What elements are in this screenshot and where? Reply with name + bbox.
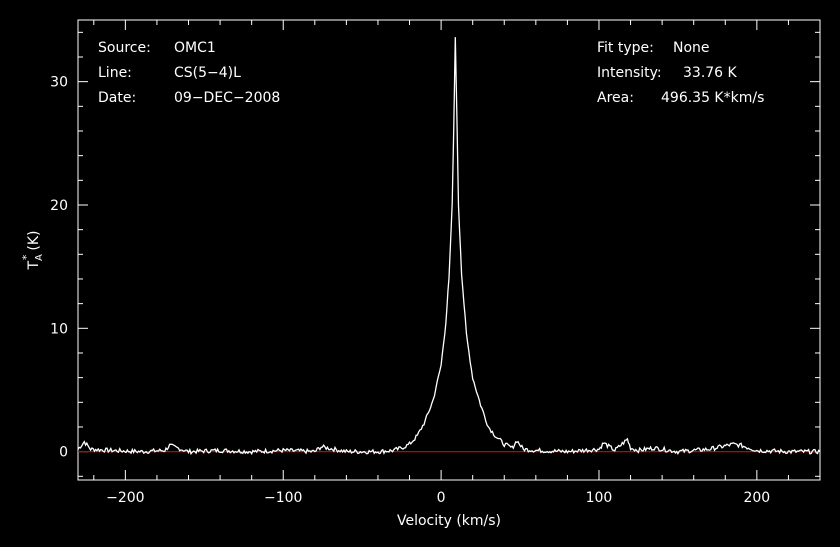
y-tick-label: 30 xyxy=(50,75,68,91)
info-panel-right: Fit type: None Intensity: 33.76 K Area: 496… xyxy=(597,36,764,111)
spectrum-line xyxy=(77,37,821,456)
date-label: Date: xyxy=(98,90,137,106)
y-axis-label-sup: * xyxy=(20,254,33,260)
plot-frame xyxy=(77,19,821,481)
intensity-value: 33.76 K xyxy=(683,65,737,81)
y-tick-label: 10 xyxy=(50,321,68,337)
line-value: CS(5−4)L xyxy=(174,65,241,81)
x-tick-label: 100 xyxy=(586,490,613,506)
source-value: OMC1 xyxy=(174,40,216,56)
intensity-row: Intensity: 33.76 K xyxy=(597,61,764,86)
y-axis-label-sub: A xyxy=(34,254,45,261)
area-label: Area: xyxy=(597,90,634,106)
x-tick-label: −100 xyxy=(264,490,302,506)
intensity-label: Intensity: xyxy=(597,65,662,81)
y-tick-label: 20 xyxy=(50,198,68,214)
y-axis-label-unit: (K) xyxy=(26,230,42,250)
svg-text:TA*(K): TA* (K) xyxy=(20,230,45,270)
line-label: Line: xyxy=(98,65,132,81)
source-label: Source: xyxy=(98,40,151,56)
area-row: Area: 496.35 K*km/s xyxy=(597,86,764,111)
date-row: Date: 09−DEC−2008 xyxy=(98,86,280,111)
source-row: Source: OMC1 xyxy=(98,36,280,61)
axis-ticks xyxy=(78,20,821,480)
date-value: 09−DEC−2008 xyxy=(174,90,281,106)
x-tick-label: 200 xyxy=(743,490,770,506)
x-tick-label: −200 xyxy=(106,490,144,506)
y-tick-label: 0 xyxy=(59,445,68,461)
y-axis-label: TA* (K) xyxy=(20,230,45,270)
fit-row: Fit type: None xyxy=(597,36,764,61)
x-axis-label: Velocity (km/s) xyxy=(397,513,501,529)
fit-value: None xyxy=(673,40,710,56)
info-panel-left: Source: OMC1 Line: CS(5−4)L Date: 09−DEC−20… xyxy=(98,36,280,111)
area-value: 496.35 K*km/s xyxy=(661,90,765,106)
y-axis-label-main: T xyxy=(26,261,42,271)
x-tick-label: 0 xyxy=(437,490,446,506)
fit-label: Fit type: xyxy=(597,40,654,56)
line-row: Line: CS(5−4)L xyxy=(98,61,280,86)
axis-tick-labels: −200 −100 0 100 200 0 10 20 30 xyxy=(50,75,770,506)
